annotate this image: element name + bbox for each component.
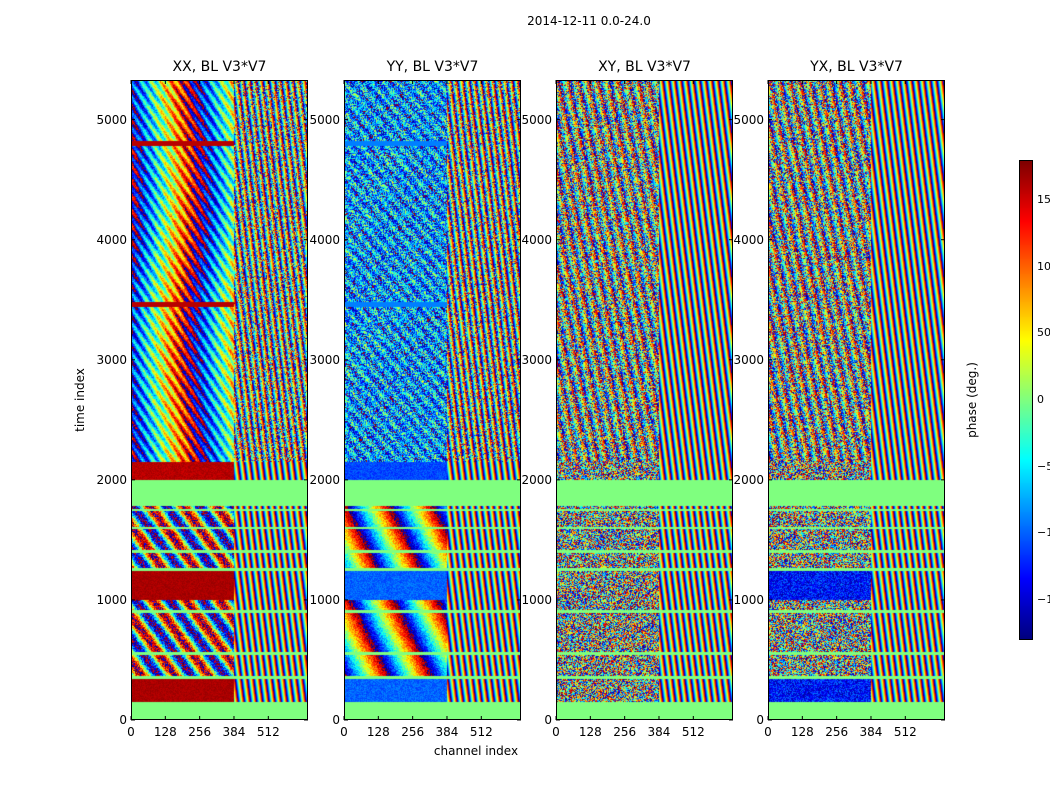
y-tick-label: 2000 xyxy=(521,472,552,487)
y-tick-label: 0 xyxy=(544,713,552,727)
y-tick-label: 4000 xyxy=(96,232,127,247)
heatmap-panel-xx xyxy=(131,80,308,720)
y-tick-label: 3000 xyxy=(96,352,127,367)
y-tick-label: 1000 xyxy=(309,592,340,607)
x-tick-label: 256 xyxy=(613,725,637,739)
colorbar-tick-label: −150 xyxy=(1037,593,1050,606)
colorbar-tick-label: 100 xyxy=(1037,259,1050,273)
y-tick-label: 1000 xyxy=(96,592,127,607)
y-tick-label: 4000 xyxy=(309,232,340,247)
x-tick-label: 512 xyxy=(469,725,493,739)
panel-title: XY, BL V3*V7 xyxy=(598,59,691,75)
y-tick-label: 5000 xyxy=(733,112,764,127)
x-axis-label: channel index xyxy=(433,744,519,758)
x-tick-label: 128 xyxy=(578,725,602,739)
colorbar-tick-label: −100 xyxy=(1037,526,1050,540)
heatmap-image xyxy=(557,81,732,719)
heatmap-panel-yy xyxy=(344,80,521,720)
y-axis-label: time index xyxy=(73,368,87,432)
x-tick-label: 384 xyxy=(435,725,459,739)
panel-title: XX, BL V3*V7 xyxy=(172,59,267,75)
y-tick-label: 2000 xyxy=(309,472,340,487)
y-tick-label: 0 xyxy=(119,713,127,727)
y-tick-label: 0 xyxy=(756,713,764,727)
y-tick-label: 5000 xyxy=(521,112,552,127)
y-tick-label: 2000 xyxy=(96,472,127,487)
heatmap-image xyxy=(345,81,520,719)
y-tick-label: 5000 xyxy=(96,112,127,127)
y-tick-label: 4000 xyxy=(521,232,552,247)
x-tick-label: 384 xyxy=(647,725,671,739)
x-tick-label: 384 xyxy=(222,725,246,739)
heatmap-image xyxy=(132,81,307,719)
x-tick-label: 384 xyxy=(859,725,883,739)
colorbar-label: phase (deg.) xyxy=(965,362,979,438)
x-tick-label: 128 xyxy=(153,725,177,739)
heatmap-image xyxy=(769,81,944,719)
x-tick-label: 256 xyxy=(825,725,849,739)
x-tick-label: 0 xyxy=(340,725,348,739)
x-tick-label: 128 xyxy=(790,725,814,739)
colorbar-tick-label: 150 xyxy=(1037,193,1050,206)
y-tick-label: 1000 xyxy=(521,592,552,607)
y-tick-label: 3000 xyxy=(521,352,552,367)
heatmap-panel-yx xyxy=(768,80,945,720)
y-tick-label: 1000 xyxy=(733,592,764,607)
colorbar-tick-label: −50 xyxy=(1037,459,1050,473)
y-tick-label: 3000 xyxy=(309,352,340,367)
x-tick-label: 256 xyxy=(401,725,425,739)
y-tick-label: 3000 xyxy=(733,352,764,367)
y-tick-label: 2000 xyxy=(733,472,764,487)
x-tick-label: 512 xyxy=(681,725,705,739)
heatmap-panel-xy xyxy=(556,80,733,720)
panel-title: YX, BL V3*V7 xyxy=(810,59,903,75)
x-tick-label: 0 xyxy=(552,725,560,739)
y-tick-label: 4000 xyxy=(733,232,764,247)
colorbar-tick-label: 50 xyxy=(1037,326,1050,340)
x-tick-label: 0 xyxy=(127,725,135,739)
colorbar-tick-label: 0 xyxy=(1037,393,1044,406)
x-tick-label: 0 xyxy=(764,725,772,739)
x-tick-label: 256 xyxy=(188,725,212,739)
panel-title: YY, BL V3*V7 xyxy=(386,59,479,75)
y-tick-label: 0 xyxy=(332,713,340,727)
colorbar xyxy=(1019,160,1033,640)
figure-title: 2014-12-11 0.0-24.0 xyxy=(527,14,651,28)
x-tick-label: 512 xyxy=(893,725,917,739)
y-tick-label: 5000 xyxy=(309,112,340,127)
x-tick-label: 512 xyxy=(256,725,280,739)
x-tick-label: 128 xyxy=(366,725,390,739)
